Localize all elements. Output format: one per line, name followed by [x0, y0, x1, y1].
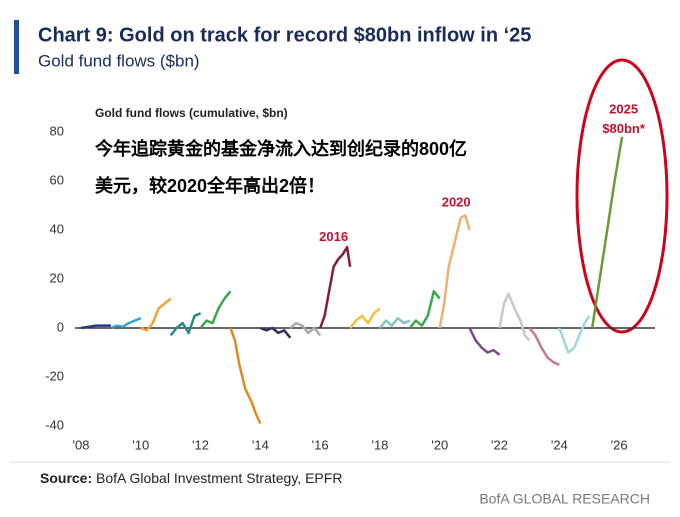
series-line — [140, 297, 172, 332]
x-tick-label: '24 — [551, 437, 568, 452]
footer: BofA GLOBAL RESEARCH — [479, 491, 650, 507]
annotation: 2020 — [442, 194, 471, 209]
y-tick-label: 0 — [57, 319, 64, 334]
source: Source: BofA Global Investment Strategy,… — [40, 470, 342, 486]
series-line — [438, 214, 471, 329]
x-tick-label: '22 — [491, 437, 508, 452]
series-line — [349, 307, 381, 329]
annotation: 2025 — [609, 101, 638, 116]
annotation-cn: 今年追踪黄金的基金净流入达到创纪录的800亿 — [95, 138, 467, 159]
series-line — [80, 324, 111, 330]
series-line — [319, 245, 352, 329]
y-tick-label: 80 — [50, 123, 64, 138]
y-tick-label: 20 — [50, 270, 64, 285]
x-tick-label: '12 — [192, 437, 209, 452]
x-tick-label: '10 — [132, 437, 149, 452]
series-line — [558, 315, 591, 354]
chart-subtitle: Gold fund flows ($bn) — [38, 51, 200, 70]
annotation: 2016 — [319, 229, 348, 244]
series-line — [468, 327, 501, 356]
accent-bar — [14, 20, 19, 74]
series-line — [498, 292, 531, 342]
x-tick-label: '08 — [73, 437, 90, 452]
y-tick-label: 40 — [50, 221, 64, 236]
x-tick-label: '26 — [611, 437, 628, 452]
series-line — [259, 326, 292, 339]
y-axis-label: Gold fund flows (cumulative, $bn) — [95, 106, 288, 120]
x-tick-label: '16 — [312, 437, 329, 452]
annotation: $80bn* — [602, 121, 646, 136]
series-line — [378, 316, 411, 329]
series-line — [229, 327, 262, 425]
x-tick-label: '20 — [431, 437, 448, 452]
series-line — [408, 290, 441, 329]
series-line — [528, 327, 560, 366]
series-line — [590, 136, 624, 329]
x-tick-label: '14 — [252, 437, 269, 452]
series-line — [199, 290, 232, 329]
source-text: BofA Global Investment Strategy, EPFR — [96, 470, 342, 486]
chart-title: Chart 9: Gold on track for record $80bn … — [38, 24, 531, 46]
series-line — [169, 312, 202, 337]
annotation-cn: 美元，较2020全年高出2倍！ — [95, 175, 325, 196]
y-tick-label: -20 — [45, 368, 64, 383]
series-line — [289, 321, 322, 337]
highlight-ellipse — [575, 58, 669, 334]
y-tick-label: 60 — [50, 172, 64, 187]
y-tick-label: -40 — [45, 417, 64, 432]
x-tick-label: '18 — [371, 437, 388, 452]
series-line — [110, 317, 142, 330]
source-label: Source: — [40, 470, 92, 486]
